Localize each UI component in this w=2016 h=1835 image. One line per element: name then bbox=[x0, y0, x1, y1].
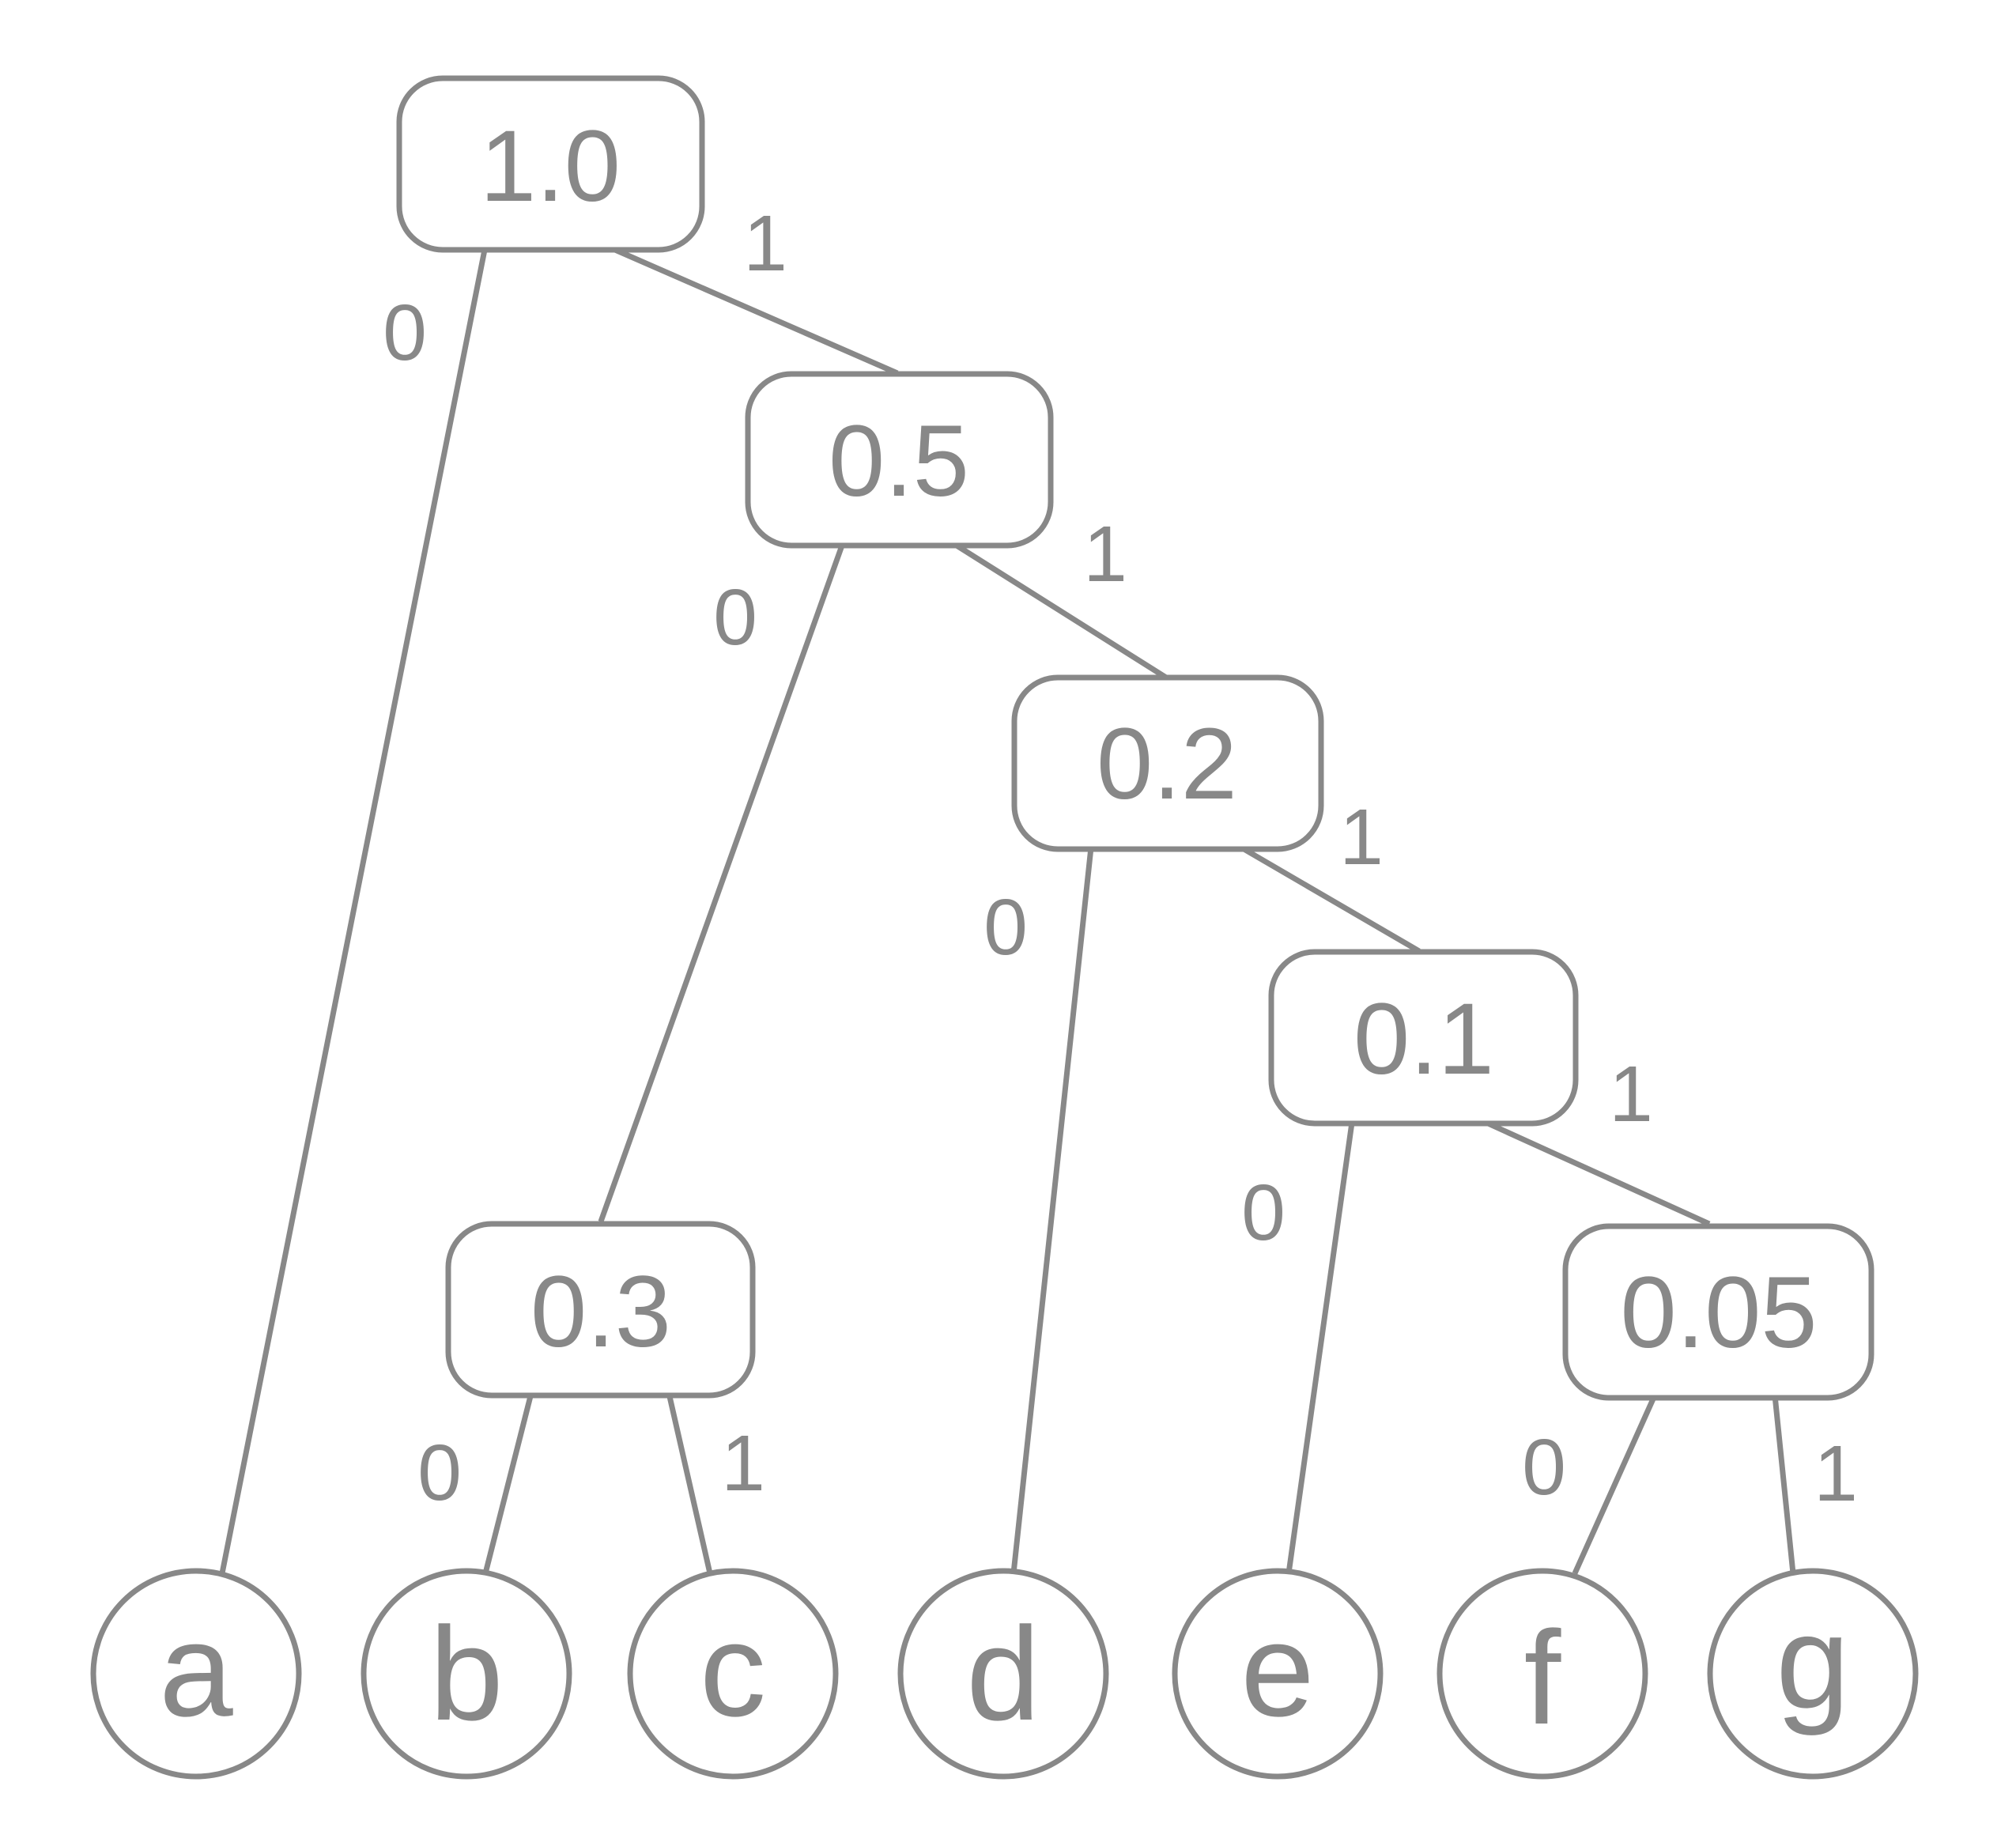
edge-02-to-d bbox=[1010, 847, 1094, 1574]
leaf-letter: c bbox=[700, 1595, 766, 1744]
bit-label-03-to-c: 1 bbox=[721, 1419, 765, 1508]
node-value: 0.2 bbox=[1097, 708, 1237, 821]
edge-bit-labels: 0 1 0 1 0 1 0 1 0 1 0 1 bbox=[383, 199, 1858, 1518]
internal-node-0-3: 0.3 bbox=[445, 1221, 756, 1399]
edge-01-to-e bbox=[1285, 1122, 1355, 1574]
leaf-circle bbox=[1172, 1568, 1384, 1780]
edge-01-to-005 bbox=[1485, 1120, 1711, 1227]
node-value: 0.05 bbox=[1620, 1256, 1817, 1369]
leaf-letter: d bbox=[966, 1599, 1040, 1748]
node-box bbox=[1268, 949, 1579, 1127]
leaf-circle bbox=[1707, 1568, 1919, 1780]
bit-label-root-to-05: 1 bbox=[743, 199, 787, 288]
leaf-circle bbox=[627, 1568, 839, 1780]
node-value: 0.5 bbox=[829, 405, 969, 518]
bit-label-02-to-d: 0 bbox=[983, 883, 1028, 972]
edge-03-to-c bbox=[666, 1392, 713, 1574]
bit-label-005-to-g: 1 bbox=[1814, 1429, 1858, 1518]
bit-label-root-to-a: 0 bbox=[383, 289, 427, 377]
edge-05-to-03 bbox=[598, 544, 845, 1223]
leaf-node-e: e bbox=[1172, 1568, 1384, 1780]
bit-label-03-to-b: 0 bbox=[417, 1429, 462, 1517]
internal-node-1-0: 1.0 bbox=[396, 75, 705, 253]
leaf-nodes: a b c d e f g bbox=[90, 1568, 1919, 1780]
leaf-node-b: b bbox=[361, 1568, 572, 1780]
node-box bbox=[1011, 674, 1324, 852]
node-box bbox=[1562, 1223, 1874, 1401]
edges bbox=[219, 247, 1796, 1575]
leaf-circle bbox=[361, 1568, 572, 1780]
internal-node-0-2: 0.2 bbox=[1011, 674, 1324, 852]
edge-root-to-05 bbox=[613, 247, 899, 376]
bit-label-005-to-f: 0 bbox=[1522, 1423, 1566, 1512]
internal-node-0-1: 0.1 bbox=[1268, 949, 1579, 1127]
internal-node-0-05: 0.05 bbox=[1562, 1223, 1874, 1401]
leaf-node-d: d bbox=[897, 1568, 1109, 1780]
bit-label-05-to-03: 0 bbox=[713, 573, 757, 662]
bit-label-02-to-01: 1 bbox=[1339, 793, 1384, 882]
edge-root-to-a bbox=[219, 249, 488, 1574]
leaf-letter: e bbox=[1240, 1595, 1314, 1744]
node-value: 0.3 bbox=[530, 1255, 671, 1369]
bit-label-01-to-005: 1 bbox=[1609, 1050, 1653, 1138]
leaf-node-c: c bbox=[627, 1568, 839, 1780]
bit-label-01-to-e: 0 bbox=[1241, 1169, 1285, 1257]
node-box bbox=[745, 371, 1054, 549]
leaf-circle bbox=[897, 1568, 1109, 1780]
node-box bbox=[445, 1221, 756, 1399]
leaf-circle bbox=[1436, 1568, 1648, 1780]
leaf-node-a: a bbox=[90, 1568, 302, 1780]
edge-02-to-01 bbox=[1240, 844, 1421, 954]
edge-05-to-02 bbox=[955, 543, 1168, 680]
leaf-letter: g bbox=[1776, 1588, 1849, 1736]
leaf-letter: b bbox=[429, 1599, 503, 1748]
leaf-node-f: f bbox=[1436, 1568, 1648, 1780]
leaf-letter: a bbox=[159, 1595, 233, 1744]
leaf-node-g: g bbox=[1707, 1568, 1919, 1780]
bit-label-05-to-02: 1 bbox=[1083, 510, 1127, 598]
edge-03-to-b bbox=[482, 1392, 534, 1574]
edge-005-to-g bbox=[1772, 1395, 1796, 1574]
edge-005-to-f bbox=[1572, 1394, 1658, 1575]
internal-nodes: 1.0 0.5 0.2 0.1 0.3 0.05 bbox=[396, 75, 1874, 1401]
leaf-letter: f bbox=[1524, 1603, 1561, 1752]
internal-node-0-5: 0.5 bbox=[745, 371, 1054, 549]
leaf-circle bbox=[90, 1568, 302, 1780]
node-value: 1.0 bbox=[480, 110, 621, 223]
node-value: 0.1 bbox=[1353, 983, 1494, 1096]
node-box bbox=[396, 75, 705, 253]
